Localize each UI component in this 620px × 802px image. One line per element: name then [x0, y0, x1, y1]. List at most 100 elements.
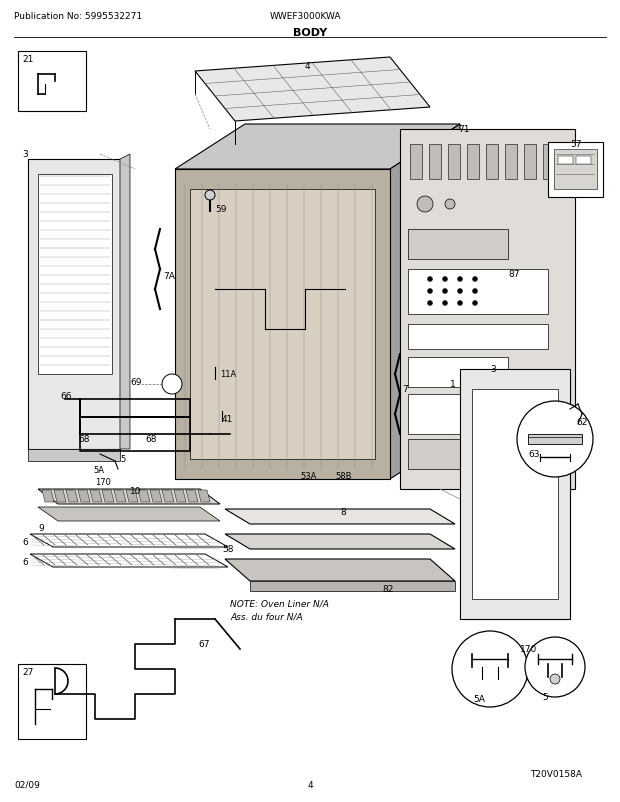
Polygon shape: [390, 125, 460, 480]
Polygon shape: [138, 490, 150, 502]
Circle shape: [428, 301, 433, 306]
Polygon shape: [150, 490, 162, 502]
Text: 02/09: 02/09: [14, 780, 40, 789]
Text: Publication No: 5995532271: Publication No: 5995532271: [14, 12, 142, 21]
Circle shape: [205, 191, 215, 200]
Text: 67: 67: [198, 639, 210, 648]
Bar: [429, 145, 441, 180]
Circle shape: [162, 375, 182, 395]
Text: BODY: BODY: [293, 28, 327, 38]
Text: 68: 68: [78, 435, 89, 444]
Bar: [543, 145, 555, 180]
Text: 57: 57: [570, 140, 582, 149]
Text: 6: 6: [22, 557, 28, 566]
Text: 58: 58: [222, 545, 234, 553]
Circle shape: [458, 301, 463, 306]
Text: 41: 41: [222, 415, 233, 423]
Circle shape: [525, 638, 585, 697]
Text: 5A: 5A: [93, 465, 104, 475]
Text: 58B: 58B: [335, 472, 352, 480]
Text: 3: 3: [490, 365, 496, 374]
Circle shape: [458, 277, 463, 282]
Polygon shape: [28, 449, 120, 461]
Bar: [505, 145, 517, 180]
Polygon shape: [162, 490, 174, 502]
Text: 63: 63: [528, 449, 539, 459]
Text: 7: 7: [402, 384, 408, 394]
Polygon shape: [198, 490, 210, 502]
Text: 9: 9: [38, 524, 44, 533]
Polygon shape: [120, 155, 130, 449]
Text: 1: 1: [450, 379, 456, 388]
Bar: [408, 439, 468, 469]
Bar: [576, 157, 591, 164]
Text: 59: 59: [215, 205, 226, 214]
Polygon shape: [28, 160, 120, 449]
Bar: [408, 395, 488, 435]
Circle shape: [428, 277, 433, 282]
Bar: [558, 157, 573, 164]
Circle shape: [517, 402, 593, 477]
Text: 10: 10: [130, 486, 141, 496]
Polygon shape: [30, 534, 228, 547]
Bar: [524, 145, 536, 180]
Polygon shape: [225, 509, 455, 525]
Polygon shape: [42, 490, 54, 502]
Text: 53A: 53A: [300, 472, 316, 480]
Polygon shape: [460, 370, 570, 619]
Polygon shape: [54, 490, 66, 502]
Text: 5A: 5A: [473, 695, 485, 703]
Polygon shape: [195, 58, 430, 122]
Circle shape: [472, 277, 477, 282]
Polygon shape: [114, 490, 126, 502]
Polygon shape: [38, 489, 220, 504]
Text: 69: 69: [130, 378, 141, 387]
Circle shape: [458, 290, 463, 294]
Circle shape: [443, 290, 448, 294]
Bar: [18, 52, 86, 111]
Polygon shape: [174, 490, 186, 502]
Bar: [408, 269, 548, 314]
Text: 170: 170: [520, 644, 538, 653]
Text: 7A: 7A: [163, 272, 175, 281]
Text: 66: 66: [60, 391, 71, 400]
Polygon shape: [102, 490, 114, 502]
Bar: [408, 229, 508, 260]
Bar: [467, 145, 479, 180]
Bar: [38, 175, 112, 375]
Bar: [408, 325, 548, 350]
Circle shape: [443, 301, 448, 306]
Text: 8: 8: [340, 508, 346, 516]
Text: NOTE: Oven Liner N/A: NOTE: Oven Liner N/A: [230, 599, 329, 608]
Circle shape: [428, 290, 433, 294]
Circle shape: [443, 277, 448, 282]
Bar: [410, 145, 422, 180]
Text: 3: 3: [22, 150, 28, 159]
Text: 11A: 11A: [220, 370, 236, 379]
Polygon shape: [400, 130, 575, 489]
Polygon shape: [66, 490, 78, 502]
Bar: [472, 390, 558, 599]
Polygon shape: [250, 581, 455, 591]
Bar: [548, 143, 603, 198]
Bar: [554, 150, 597, 190]
Text: 170: 170: [95, 477, 111, 486]
Bar: [486, 145, 498, 180]
Text: 87: 87: [508, 269, 520, 278]
Text: 5: 5: [120, 455, 125, 464]
Text: Ass. du four N/A: Ass. du four N/A: [230, 612, 303, 622]
Text: 68: 68: [145, 435, 156, 444]
Text: 82: 82: [382, 585, 393, 593]
Circle shape: [417, 196, 433, 213]
Circle shape: [445, 200, 455, 210]
Bar: [448, 145, 460, 180]
Circle shape: [550, 674, 560, 684]
Polygon shape: [30, 554, 228, 567]
Polygon shape: [175, 170, 390, 480]
Polygon shape: [225, 534, 455, 549]
Text: 6: 6: [22, 537, 28, 546]
Text: 71: 71: [458, 125, 469, 134]
Circle shape: [472, 290, 477, 294]
Circle shape: [452, 631, 528, 707]
Circle shape: [472, 301, 477, 306]
